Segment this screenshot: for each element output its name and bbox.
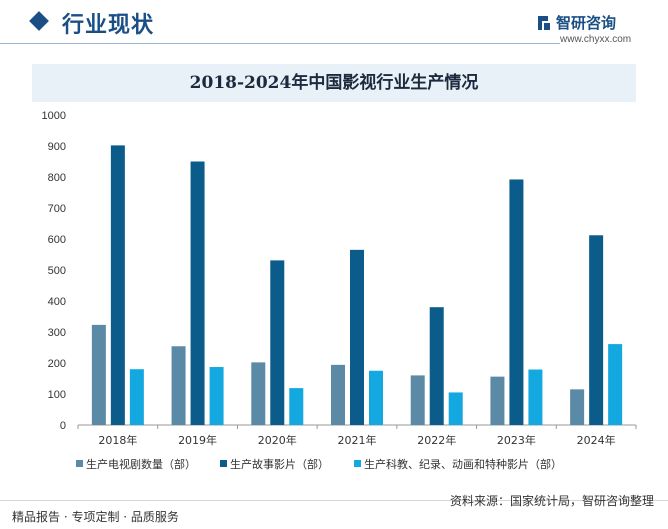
legend-swatch (354, 460, 361, 467)
legend-label: 生产故事影片（部） (230, 457, 329, 471)
y-tick-label: 400 (48, 296, 66, 308)
chart-title-bar: 2018-2024年中国影视行业生产情况 (32, 64, 636, 102)
x-tick-label: 2024年 (577, 433, 616, 447)
bar (528, 369, 543, 425)
bar (129, 369, 144, 425)
bar (289, 388, 304, 425)
y-tick-label: 100 (48, 389, 66, 401)
bar (270, 260, 285, 425)
brand-url: www.chyxx.com (560, 34, 632, 45)
legend-swatch (220, 460, 227, 467)
bar (410, 375, 425, 425)
y-tick-label: 1000 (42, 110, 66, 122)
bar (509, 179, 524, 425)
footer-divider (0, 500, 668, 501)
source-note: 资料来源：国家统计局，智研咨询整理 (449, 494, 654, 508)
brand: 智研咨询 www.chyxx.com (536, 12, 656, 48)
bar (570, 389, 585, 425)
bar (608, 344, 623, 425)
x-tick-label: 2023年 (497, 433, 536, 447)
x-tick-label: 2021年 (338, 433, 377, 447)
x-tick-label: 2020年 (258, 433, 297, 447)
y-tick-label: 0 (60, 420, 66, 432)
diamond-icon (29, 11, 49, 31)
bar (490, 376, 505, 425)
legend-swatch (76, 460, 83, 467)
brand-logo-icon (538, 16, 550, 30)
bar (251, 362, 266, 425)
bar (91, 324, 106, 425)
bar (448, 392, 463, 425)
bar (350, 249, 364, 425)
bar (369, 370, 383, 425)
y-tick-label: 900 (48, 141, 66, 153)
bar (209, 367, 224, 425)
legend-label: 生产科教、纪录、动画和特种影片（部） (364, 457, 562, 471)
y-tick-label: 200 (48, 358, 66, 370)
y-tick-label: 300 (48, 327, 66, 339)
y-tick-label: 700 (48, 203, 66, 215)
y-tick-label: 600 (48, 234, 66, 246)
bar (171, 346, 186, 425)
x-tick-label: 2019年 (178, 433, 217, 447)
bar (331, 364, 345, 425)
header: 行业现状 智研咨询 www.chyxx.com (0, 0, 668, 48)
brand-name: 智研咨询 (556, 14, 617, 32)
section-title: 行业现状 (62, 13, 155, 38)
bar (589, 235, 604, 425)
chart-title: 2018-2024年中国影视行业生产情况 (189, 73, 479, 93)
bar (190, 161, 205, 425)
bar-chart: 0 100 200 300 400 500 600 700 800 900 1000 2018年 201… (42, 110, 637, 471)
y-tick-label: 800 (48, 172, 66, 184)
footer-tagline: 精品报告 · 专项定制 · 品质服务 (12, 510, 179, 524)
legend-label: 生产电视剧数量（部） (86, 457, 196, 471)
x-tick-label: 2018年 (98, 433, 137, 447)
bar (110, 145, 125, 425)
y-tick-label: 500 (48, 265, 66, 277)
x-tick-label: 2022年 (417, 433, 456, 447)
footer: 精品报告 · 专项定制 · 品质服务 资料来源：国家统计局，智研咨询整理 (0, 494, 668, 529)
header-divider (0, 43, 560, 44)
bar (429, 307, 444, 425)
